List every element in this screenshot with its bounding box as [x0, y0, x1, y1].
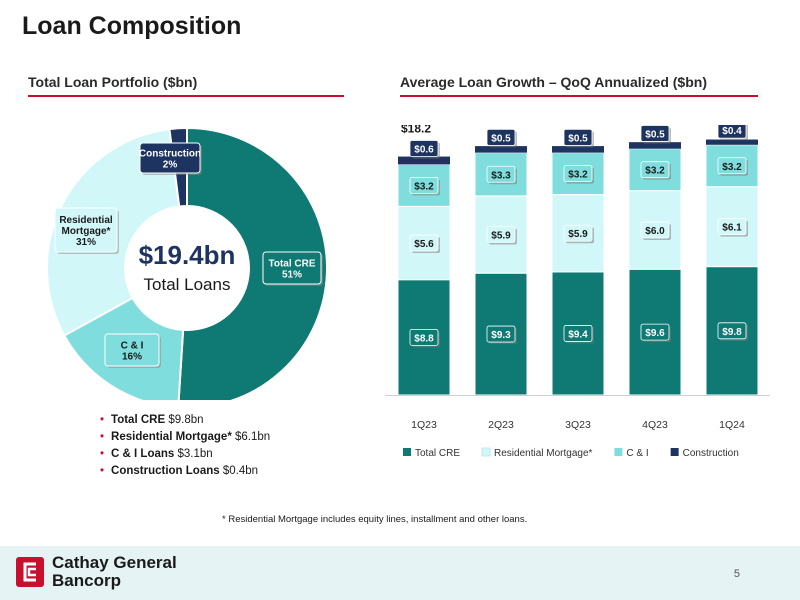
- bar-total-1q23: $18.2: [401, 125, 431, 136]
- bar-label-construction-4q23: $0.5: [640, 125, 671, 144]
- svg-text:$6.1: $6.1: [722, 223, 742, 234]
- svg-text:Mortgage*: Mortgage*: [62, 226, 111, 237]
- legend-item-c-i: C & I: [614, 448, 649, 459]
- bullet-total-cre: Total CRE $9.8bn: [100, 414, 270, 426]
- svg-text:$8.8: $8.8: [414, 333, 434, 344]
- legend-item-residential-mortgage: Residential Mortgage*: [481, 447, 593, 459]
- svg-text:Construction: Construction: [139, 149, 201, 160]
- bar-label-construction-2q23: $0.5: [486, 128, 517, 148]
- svg-text:31%: 31%: [76, 237, 96, 248]
- svg-text:Residential: Residential: [59, 215, 113, 226]
- loan-breakdown-list: Total CRE $9.8bn Residential Mortgage* $…: [100, 414, 270, 482]
- bar-label-total-cre-1q23: $8.8: [409, 328, 440, 348]
- svg-text:C & I: C & I: [121, 341, 144, 352]
- svg-text:C & I: C & I: [626, 448, 648, 459]
- svg-text:Construction: Construction: [683, 448, 739, 459]
- svg-text:51%: 51%: [282, 270, 302, 281]
- svg-text:$0.5: $0.5: [568, 133, 588, 144]
- left-section-title: Total Loan Portfolio ($bn): [28, 74, 198, 90]
- stacked-bar-chart: $8.8 $5.6 $3.2 $0.6 $18.2 1Q23 $9.3 $5.9 $3.3 $0.…: [385, 125, 770, 459]
- bar-label-c-i-4q23: $3.2: [640, 161, 671, 180]
- bar-label-c-i-1q24: $3.2: [717, 157, 748, 176]
- bar-label-total-cre-4q23: $9.6: [640, 323, 671, 343]
- svg-text:$9.6: $9.6: [645, 328, 665, 339]
- bar-label-construction-3q23: $0.5: [563, 128, 594, 148]
- legend-item-total-cre: Total CRE: [403, 448, 460, 459]
- bar-label-residential-mortgage-3q23: $5.9: [563, 224, 594, 244]
- page-number: 5: [733, 568, 740, 580]
- bar-construction-1q24: [706, 139, 758, 145]
- svg-text:$9.3: $9.3: [491, 330, 511, 341]
- x-tick-4q23: 4Q23: [642, 419, 668, 431]
- donut-slice-total-cre: [177, 126, 328, 400]
- footer-bar: Cathay General Bancorp 5: [0, 546, 800, 600]
- x-tick-2q23: 2Q23: [488, 419, 514, 431]
- donut-label-c-i: C & I16%: [104, 333, 161, 368]
- svg-text:Total CRE: Total CRE: [268, 259, 315, 270]
- svg-text:$3.2: $3.2: [414, 181, 434, 192]
- svg-text:$9.4: $9.4: [568, 329, 588, 340]
- bar-label-construction-1q23: $0.6: [409, 140, 440, 159]
- svg-text:$3.2: $3.2: [645, 166, 665, 177]
- svg-text:$5.6: $5.6: [414, 239, 434, 250]
- x-tick-3q23: 3Q23: [565, 419, 591, 431]
- svg-text:$0.4: $0.4: [722, 126, 742, 137]
- bar-label-residential-mortgage-4q23: $6.0: [640, 221, 671, 240]
- svg-text:Total CRE: Total CRE: [415, 448, 460, 459]
- x-tick-1q24: 1Q24: [719, 419, 745, 431]
- bar-label-total-cre-2q23: $9.3: [486, 325, 517, 345]
- cathay-logo-icon: [16, 557, 44, 587]
- bar-label-residential-mortgage-1q23: $5.6: [409, 234, 440, 254]
- bullet-construction: Construction Loans $0.4bn: [100, 465, 270, 477]
- bar-label-c-i-2q23: $3.3: [486, 165, 517, 185]
- right-title-rule: [400, 95, 758, 97]
- bar-label-c-i-3q23: $3.2: [563, 165, 594, 184]
- bar-label-total-cre-3q23: $9.4: [563, 325, 594, 344]
- page-title: Loan Composition: [22, 12, 242, 40]
- svg-text:$0.6: $0.6: [414, 145, 434, 156]
- donut-center-label: Total Loans: [144, 275, 231, 294]
- svg-text:$6.0: $6.0: [645, 226, 665, 237]
- svg-text:$3.2: $3.2: [722, 162, 742, 173]
- bar-label-residential-mortgage-2q23: $5.9: [486, 226, 517, 245]
- bar-construction-4q23: [629, 142, 681, 149]
- logo-line-2: Bancorp: [52, 571, 121, 590]
- bar-residential-mortgage-2q23: [474, 195, 528, 274]
- svg-text:$3.3: $3.3: [491, 170, 511, 181]
- bar-label-construction-1q24: $0.4: [717, 125, 748, 141]
- logo-text: Cathay General Bancorp: [52, 554, 177, 590]
- bar-construction-3q23: [552, 146, 604, 153]
- footnote: * Residential Mortgage includes equity l…: [222, 514, 528, 525]
- svg-text:Residential Mortgage*: Residential Mortgage*: [494, 448, 592, 459]
- legend-item-construction: Construction: [670, 448, 739, 459]
- bar-construction-1q23: [398, 156, 450, 165]
- svg-text:$3.2: $3.2: [568, 170, 588, 181]
- bullet-c-and-i: C & I Loans $3.1bn: [100, 448, 270, 460]
- svg-text:$5.9: $5.9: [491, 231, 511, 242]
- x-tick-1q23: 1Q23: [411, 419, 437, 431]
- donut-center-value: $19.4bn: [139, 240, 236, 270]
- svg-text:$0.5: $0.5: [645, 129, 665, 140]
- svg-text:2%: 2%: [163, 160, 178, 171]
- svg-text:$9.8: $9.8: [722, 327, 742, 338]
- bar-label-total-cre-1q24: $9.8: [717, 322, 748, 341]
- left-title-rule: [28, 95, 344, 97]
- svg-text:$5.9: $5.9: [568, 229, 588, 240]
- svg-text:$0.5: $0.5: [491, 133, 511, 144]
- right-section-title: Average Loan Growth – QoQ Annualized ($b…: [400, 74, 707, 90]
- bar-construction-2q23: [475, 146, 527, 153]
- logo-line-1: Cathay General: [52, 553, 177, 572]
- bar-label-c-i-1q23: $3.2: [409, 177, 440, 196]
- svg-text:16%: 16%: [122, 352, 142, 363]
- bullet-residential-mortgage: Residential Mortgage* $6.1bn: [100, 431, 270, 443]
- bar-label-residential-mortgage-1q24: $6.1: [717, 218, 748, 237]
